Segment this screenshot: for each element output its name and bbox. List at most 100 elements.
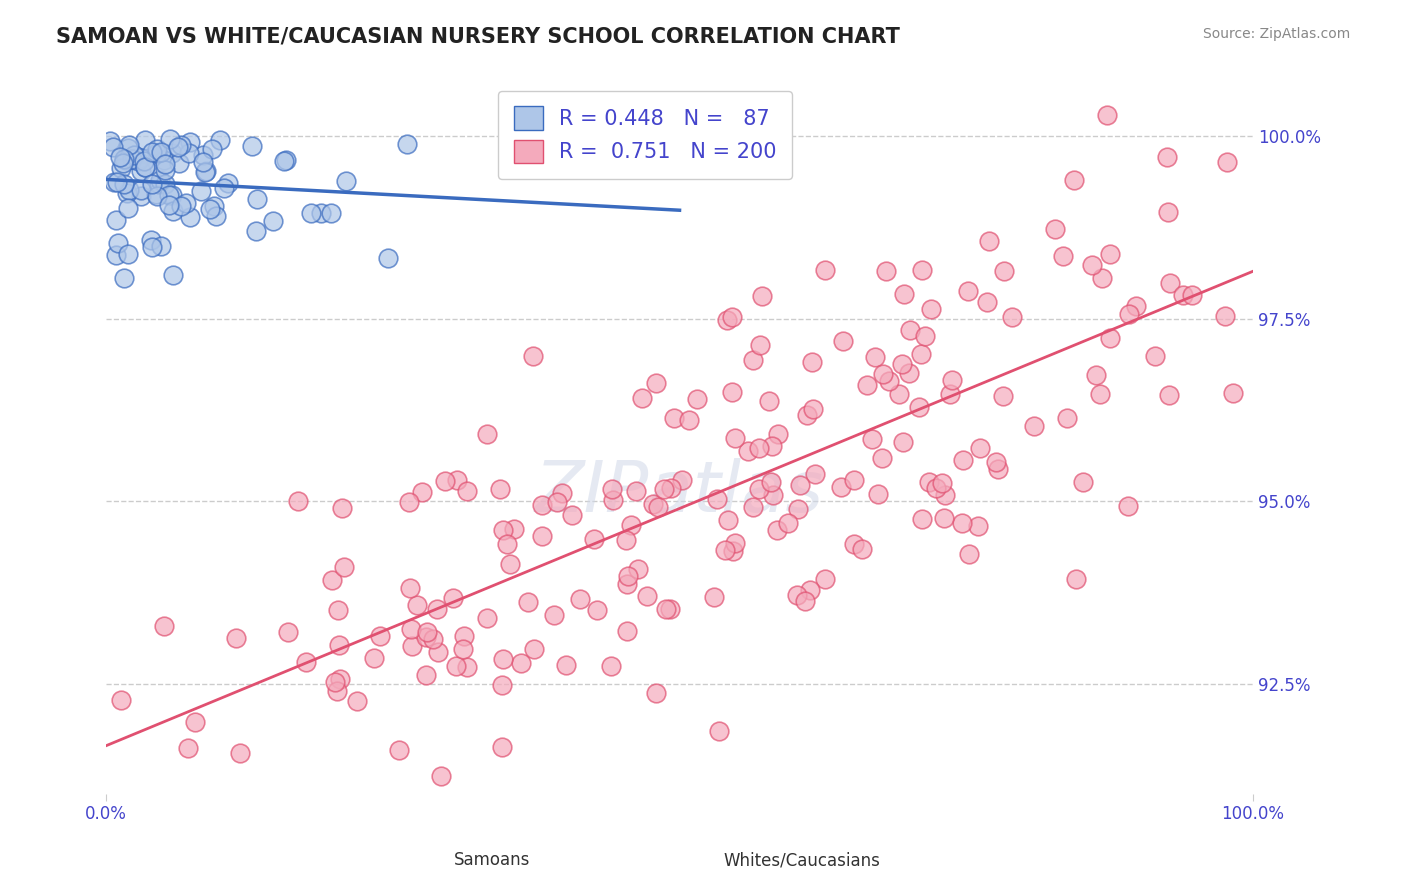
Point [321,205,343,219]
Point [737,444,759,458]
Point [193,155,215,169]
Point [887,387,910,401]
Point [205,209,228,223]
Point [395,136,418,151]
Point [155,157,177,171]
Point [430,769,453,783]
Point [146,145,169,160]
Point [112,152,135,166]
Point [453,629,475,643]
Point [844,473,866,487]
Point [522,349,544,363]
Point [155,178,177,192]
Point [1159,276,1181,290]
Point [1091,271,1114,285]
Point [330,500,353,515]
Point [277,625,299,640]
Point [146,189,169,203]
Point [422,632,444,646]
Point [510,656,533,670]
Point [212,180,235,194]
Point [627,562,650,576]
Point [986,455,1008,469]
Point [492,652,515,666]
Point [1215,155,1237,169]
Point [716,312,738,326]
Point [117,201,139,215]
Point [434,475,457,489]
Point [153,153,176,168]
Point [1043,221,1066,235]
Point [713,543,735,558]
Point [217,176,239,190]
Point [789,477,811,491]
Point [860,433,883,447]
Point [976,295,998,310]
Point [245,224,267,238]
Point [309,206,332,220]
Point [616,577,638,591]
Point [477,610,499,624]
Point [851,542,873,557]
Point [167,156,190,170]
Point [748,441,770,455]
Point [328,638,350,652]
Point [1222,385,1244,400]
Point [865,350,887,364]
Point [967,519,990,533]
Point [177,740,200,755]
Point [110,693,132,707]
Point [762,488,785,502]
Point [1088,386,1111,401]
Point [720,310,742,325]
Text: Samoans: Samoans [454,851,530,869]
Point [748,482,770,496]
Point [1095,107,1118,121]
Point [295,656,318,670]
Point [346,694,368,708]
Point [406,598,429,612]
Point [1071,475,1094,489]
Legend: R = 0.448   N =   87, R =  0.751   N = 200: R = 0.448 N = 87, R = 0.751 N = 200 [499,91,792,179]
Point [814,262,837,277]
Point [585,603,607,617]
Text: SAMOAN VS WHITE/CAUCASIAN NURSERY SCHOOL CORRELATION CHART: SAMOAN VS WHITE/CAUCASIAN NURSERY SCHOOL… [56,27,900,46]
Point [624,483,647,498]
Point [101,140,124,154]
Point [652,483,675,497]
Point [456,660,478,674]
Point [1063,173,1085,187]
Point [134,161,156,175]
Point [957,285,980,299]
Point [121,153,143,167]
Point [748,338,770,352]
Point [614,533,637,547]
Point [273,154,295,169]
Point [870,450,893,465]
Point [1052,249,1074,263]
Point [105,248,128,262]
Point [686,392,709,406]
Point [246,192,269,206]
Point [134,154,156,169]
Point [830,480,852,494]
Point [489,482,512,496]
Point [602,492,624,507]
Point [724,431,747,445]
Point [1085,368,1108,383]
Point [617,569,640,583]
Point [872,367,894,381]
Point [768,427,790,442]
Point [659,601,682,615]
Point [415,624,437,639]
Point [969,441,991,455]
Point [112,177,135,191]
Point [107,236,129,251]
Point [761,439,783,453]
Point [908,401,931,415]
Point [121,152,143,166]
Point [411,485,433,500]
Point [950,516,973,530]
Point [804,467,827,482]
Point [110,150,132,164]
